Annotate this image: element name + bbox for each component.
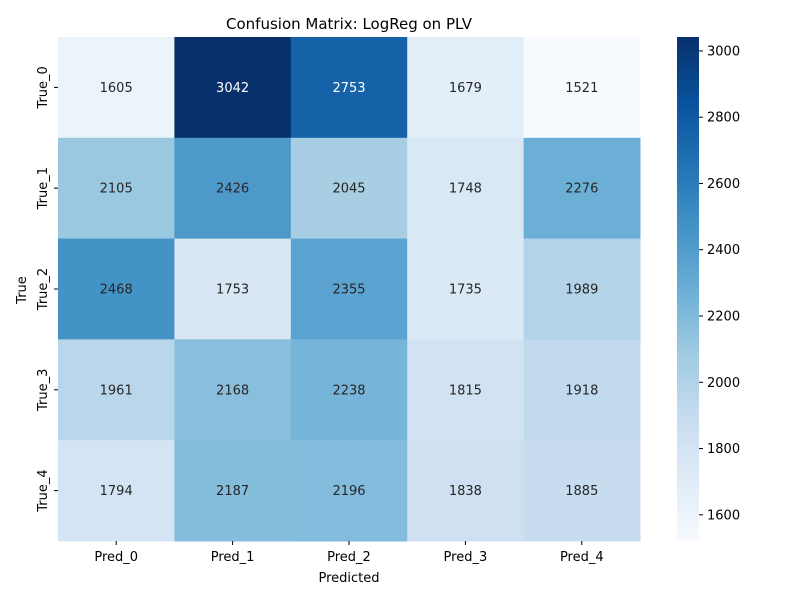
cell-value-label: 2753 [332,81,365,96]
heatmap-cell [58,238,175,340]
y-tick-label: True_3 [36,369,51,412]
cell-value-label: 2468 [100,283,133,298]
heatmap-cell [290,137,408,240]
cell-value-label: 1815 [449,383,482,398]
heatmap-cell [407,137,525,240]
heatmap-cell [58,440,175,542]
cell-value-label: 2045 [332,182,365,197]
cell-value-label: 1838 [449,484,482,499]
cell-value-label: 1735 [449,283,482,298]
cell-value-label: 1918 [565,383,598,398]
heatmap-cell [174,137,292,240]
chart-title: Confusion Matrix: LogReg on PLV [226,15,473,33]
x-tick-label: Pred_0 [94,550,138,565]
cell-value-label: 2426 [216,182,249,197]
cell-value-label: 1794 [100,484,133,499]
cell-value-label: 2238 [332,383,365,398]
x-tick-label: Pred_2 [327,550,371,565]
heatmap-cell [174,37,292,139]
cell-value-label: 2196 [332,484,365,499]
cell-value-label: 1885 [565,484,598,499]
colorbar-tick-label: 2800 [707,111,740,126]
heatmap-cell [174,238,292,340]
heatmap-cell [523,339,641,441]
heatmap-cells: 1605 3042 2753 1679 1521 2105 2426 2045 1748 2276… [58,37,641,542]
cell-value-label: 2355 [332,283,365,298]
heatmap-cell [290,339,408,441]
x-tick-label: Pred_4 [560,550,604,565]
heatmap-cell [290,238,408,340]
cell-value-label: 3042 [216,81,249,96]
colorbar-tick-label: 1800 [707,442,740,457]
heatmap-cell [58,137,175,240]
y-tick-labels: True_0 True_1 True_2 True_3 True_4 [36,66,58,513]
heatmap-cell [290,37,408,139]
colorbar-tick-label: 2200 [707,310,740,325]
heatmap-cell [174,339,292,441]
x-axis-label: Predicted [318,571,379,586]
cell-value-label: 1753 [216,283,249,298]
colorbar-tick-label: 1600 [707,508,740,523]
heatmap-cell [523,238,641,340]
cell-value-label: 2105 [100,182,133,197]
y-axis-label: True [15,276,30,305]
colorbar-tick-label: 2600 [707,177,740,192]
heatmap-cell [523,440,641,542]
y-tick-label: True_4 [36,469,51,512]
x-tick-label: Pred_1 [211,550,255,565]
heatmap-cell [523,37,641,139]
cell-value-label: 2276 [565,182,598,197]
colorbar-ticks: 1600 1800 2000 2200 2400 2600 2800 3000 [699,44,740,523]
heatmap-cell [407,238,525,340]
heatmap-cell [174,440,292,542]
heatmap-cell [407,440,525,542]
colorbar-tick-label: 3000 [707,44,740,59]
colorbar-tick-label: 2000 [707,376,740,391]
cell-value-label: 1521 [565,81,598,96]
heatmap-cell [58,339,175,441]
cell-value-label: 1679 [449,81,482,96]
y-tick-label: True_0 [36,66,51,109]
colorbar-tick-label: 2400 [707,243,740,258]
heatmap-cell [407,339,525,441]
cell-value-label: 2187 [216,484,249,499]
y-tick-label: True_1 [36,167,51,210]
cell-value-label: 1989 [565,283,598,298]
heatmap-cell [407,37,525,139]
cell-value-label: 1961 [100,383,133,398]
heatmap-cell [58,37,175,139]
cell-value-label: 1605 [100,81,133,96]
heatmap-cell [523,137,641,240]
x-tick-labels: Pred_0 Pred_1 Pred_2 Pred_3 Pred_4 [94,541,604,565]
heatmap-cell [290,440,408,542]
colorbar [677,37,699,541]
cell-value-label: 1748 [449,182,482,197]
y-tick-label: True_2 [36,268,51,311]
x-tick-label: Pred_3 [444,550,488,565]
cell-value-label: 2168 [216,383,249,398]
